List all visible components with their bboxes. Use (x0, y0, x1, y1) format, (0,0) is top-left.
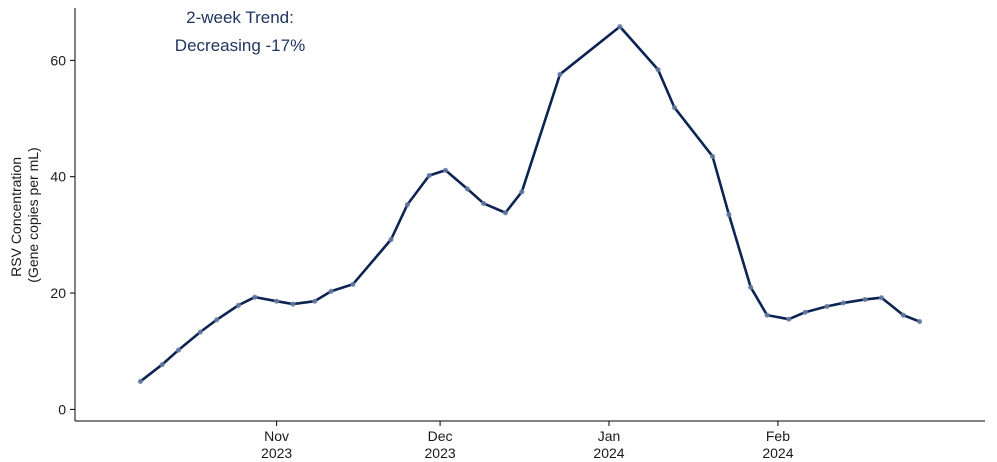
data-point (900, 312, 906, 318)
trend-annotation: 2-week Trend: Decreasing -17% (175, 8, 305, 55)
trend-annotation-line-2: Decreasing -17% (175, 36, 305, 55)
axes (74, 8, 985, 422)
series (137, 24, 923, 385)
data-point (748, 284, 754, 290)
series-line (139, 25, 921, 383)
x-tick-label-year: 2023 (425, 445, 456, 461)
data-point (557, 71, 563, 77)
data-point (726, 211, 732, 218)
data-point (481, 200, 487, 207)
data-point (290, 301, 296, 307)
x-tick-label-month: Jan (598, 428, 621, 444)
data-point (878, 295, 885, 301)
data-point (519, 189, 525, 195)
x-tick-label-year: 2024 (593, 445, 624, 461)
data-point (328, 288, 334, 294)
data-point (137, 378, 143, 385)
data-point (235, 302, 242, 308)
data-point (917, 318, 923, 325)
y-tick-label: 0 (58, 401, 66, 417)
x-tick-label-month: Dec (428, 428, 453, 444)
data-point (197, 329, 203, 335)
data-point (464, 186, 470, 192)
data-point (252, 294, 258, 300)
data-point (709, 153, 716, 159)
data-point (655, 67, 661, 73)
data-point (671, 104, 678, 111)
data-point (802, 309, 808, 315)
y-axis-label-line-1: RSV Concentration (8, 157, 24, 277)
data-point (862, 296, 868, 303)
y-tick-label: 40 (50, 169, 66, 185)
data-point (426, 172, 432, 179)
data-point (214, 317, 220, 323)
data-point (274, 298, 280, 304)
y-axis-label-line-2: (Gene copies per mL) (25, 147, 41, 282)
x-tick-label-year: 2023 (261, 445, 292, 461)
x-tick-label-month: Feb (766, 428, 790, 444)
data-point (502, 210, 509, 216)
data-point (312, 298, 318, 304)
y-axis-label: RSV Concentration (Gene copies per mL) (8, 147, 41, 282)
data-point (159, 361, 165, 368)
data-point (442, 167, 449, 173)
data-point (764, 312, 770, 318)
trend-annotation-line-1: 2-week Trend: (186, 8, 294, 27)
data-point (824, 303, 830, 310)
data-point (840, 300, 846, 306)
data-point (388, 236, 394, 243)
y-tick-label: 20 (50, 285, 66, 301)
data-point (175, 347, 182, 353)
x-tick-label-month: Nov (264, 428, 289, 444)
x-tick-label-year: 2024 (762, 445, 793, 461)
data-point (350, 281, 356, 287)
data-point (404, 202, 410, 208)
y-ticks: 0 20 40 60 (50, 52, 75, 417)
data-point (786, 316, 792, 322)
y-tick-label: 60 (50, 52, 66, 68)
data-point (617, 24, 623, 30)
